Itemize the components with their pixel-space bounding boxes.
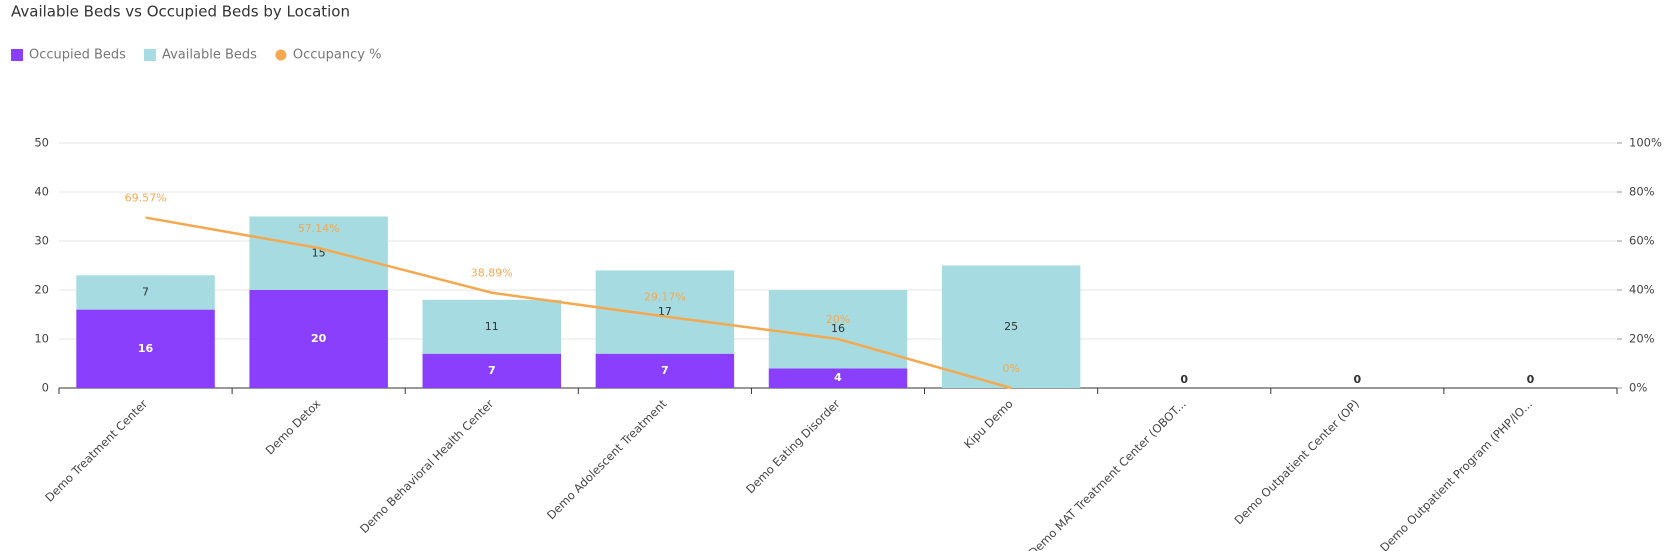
line-label: 38.89% <box>471 267 513 280</box>
y2-tick-label: 0% <box>1629 381 1647 395</box>
x-tick-label: Demo Outpatient Program (PHP/IO... <box>1377 397 1535 551</box>
data-label: 7 <box>142 285 149 298</box>
y-tick-label: 20 <box>34 283 49 297</box>
bar-segment <box>768 368 908 388</box>
data-label: 7 <box>488 364 496 377</box>
x-tick-label: Demo MAT Treatment Center (OBOT... <box>1026 397 1189 551</box>
y2-tick-label: 60% <box>1629 234 1655 248</box>
y-tick-label: 0 <box>42 381 49 395</box>
legend-swatch <box>275 49 287 61</box>
legend-label: Available Beds <box>162 48 257 63</box>
bar-segment <box>422 353 562 388</box>
data-label: 4 <box>834 371 842 384</box>
data-label: 20 <box>311 332 327 345</box>
x-tick-label: Demo Behavioral Health Center <box>357 397 496 536</box>
data-label: 16 <box>138 342 154 355</box>
data-label: 11 <box>485 320 499 333</box>
x-tick-label: Demo Treatment Center <box>42 397 150 505</box>
line-label: 0% <box>1002 362 1019 375</box>
bar-segment <box>768 290 908 369</box>
bar-segment <box>941 265 1081 388</box>
x-tick-label: Demo Detox <box>263 397 324 458</box>
y-tick-label: 40 <box>34 185 49 199</box>
y2-tick-label: 40% <box>1629 283 1655 297</box>
line-label: 29.17% <box>644 291 686 304</box>
y2-tick-label: 80% <box>1629 185 1655 199</box>
data-label: 0 <box>1354 373 1362 386</box>
data-label: 0 <box>1180 373 1188 386</box>
data-label: 0 <box>1527 373 1535 386</box>
legend-swatch <box>11 49 23 61</box>
x-tick-label: Kipu Demo <box>961 397 1016 452</box>
y2-tick-label: 100% <box>1629 136 1662 150</box>
legend-label: Occupied Beds <box>29 48 126 63</box>
data-label: 0 <box>1181 373 1188 386</box>
x-tick-label: Demo Eating Disorder <box>743 397 843 497</box>
bar-segment <box>249 290 388 388</box>
y-tick-label: 50 <box>34 136 49 150</box>
line-label: 57.14% <box>298 222 340 235</box>
bar-segment <box>249 216 388 290</box>
data-label: 16 <box>831 322 845 335</box>
bar-segment <box>76 309 215 388</box>
line <box>145 216 1012 390</box>
data-label: 0 <box>1354 373 1361 386</box>
data-label: 25 <box>1004 320 1018 333</box>
x-tick-label: Demo Adolescent Treatment <box>544 396 670 522</box>
y-tick-label: 10 <box>34 332 49 346</box>
bar-segment <box>76 275 215 310</box>
data-label: 0 <box>1527 373 1534 386</box>
y-tick-label: 30 <box>34 234 49 248</box>
bar-segment <box>422 299 562 354</box>
bar-segment <box>595 353 735 388</box>
chart-title: Available Beds vs Occupied Beds by Locat… <box>11 3 350 21</box>
y2-tick-label: 20% <box>1629 332 1655 346</box>
legend-swatch <box>143 49 156 61</box>
legend-label: Occupancy % <box>293 48 382 63</box>
line-label: 69.57% <box>125 192 167 205</box>
data-label: 7 <box>661 364 669 377</box>
bar-segment <box>595 270 735 354</box>
x-tick-label: Demo Outpatient Center (OP) <box>1231 397 1362 528</box>
line-label: 20% <box>826 313 850 326</box>
